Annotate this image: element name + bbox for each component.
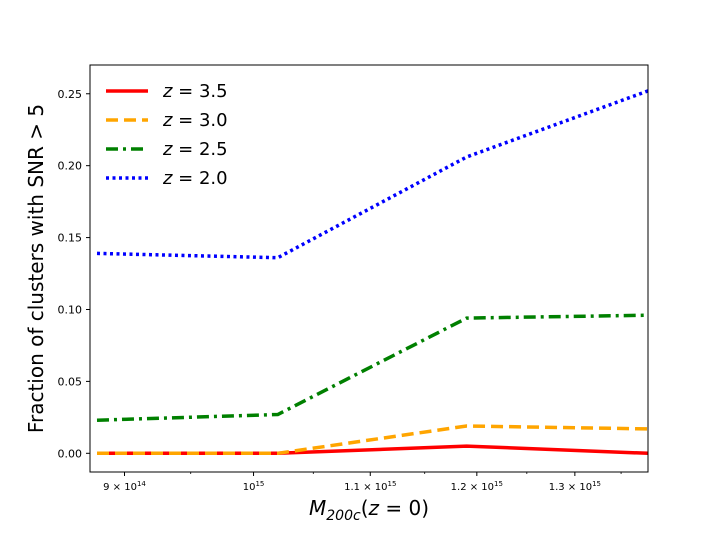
y-tick-label: 0.00: [58, 447, 83, 460]
x-tick-label: 1015: [243, 480, 265, 493]
x-axis-label: M200c(z = 0): [309, 496, 429, 524]
y-axis-label: Fraction of clusters with SNR > 5: [24, 104, 48, 433]
legend-label-0: z = 3.5: [162, 81, 228, 102]
plot-area: [96, 89, 648, 456]
y-tick-label: 0.15: [58, 232, 83, 245]
legend-label-3: z = 2.0: [162, 168, 228, 189]
x-axis: 9 × 1014 1015 1.1 × 1015 1.2 × 1015 1.3 × 10…: [103, 472, 622, 493]
legend-label-2: z = 2.5: [162, 139, 228, 160]
y-tick-label: 0.25: [58, 88, 83, 101]
legend: z = 3.5 z = 3.0 z = 2.5 z = 2.0: [106, 81, 228, 189]
x-tick-label: 1.3 × 1015: [549, 480, 601, 493]
series-line-3: [96, 89, 648, 260]
y-tick-label: 0.05: [58, 375, 83, 388]
series-line-2: [96, 313, 648, 422]
y-axis: 0.00 0.05 0.10 0.15 0.20 0.25: [58, 88, 90, 460]
axes-frame: [89, 64, 649, 473]
y-tick-label: 0.10: [58, 303, 83, 316]
y-tick-label: 0.20: [58, 160, 83, 173]
x-tick-label: 1.2 × 1015: [451, 480, 503, 493]
series-line-1: [97, 424, 648, 456]
x-tick-label: 1.1 × 1015: [344, 480, 396, 493]
x-tick-label: 9 × 1014: [103, 480, 146, 493]
legend-label-1: z = 3.0: [162, 110, 228, 131]
